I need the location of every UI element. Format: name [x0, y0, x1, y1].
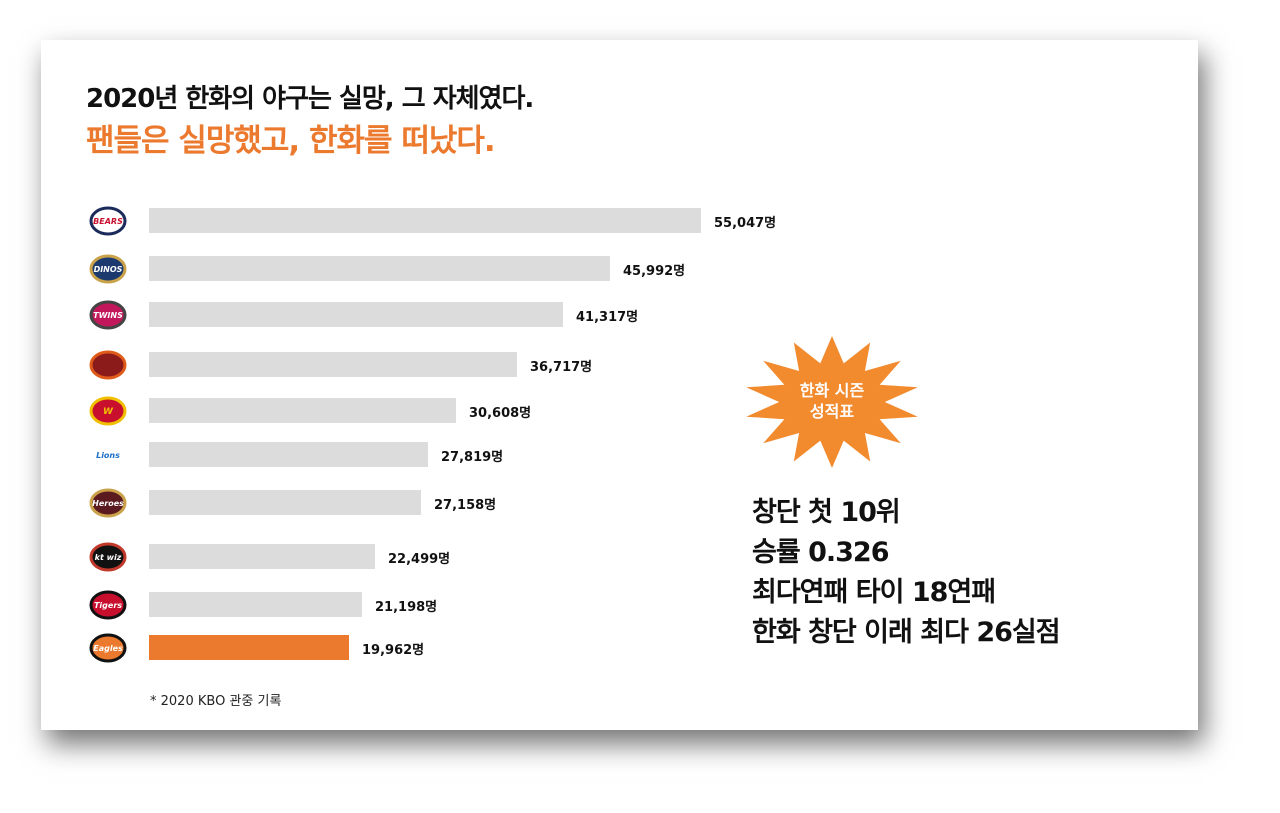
- bar-value-label: 27,158명: [434, 498, 497, 513]
- bar-highlight: [149, 635, 349, 660]
- bar: [149, 490, 421, 515]
- season-report-badge: 한화 시즌 성적표: [742, 380, 922, 422]
- giants-logo: [89, 350, 127, 380]
- bar-value-label: 21,198명: [375, 600, 438, 615]
- bar: [149, 256, 610, 281]
- page-title: 2020년 한화의 야구는 실망, 그 자체였다.: [86, 84, 534, 114]
- svg-text:DINOS: DINOS: [94, 265, 123, 274]
- bears-logo: BEARS: [89, 206, 127, 236]
- bar-value-label: 19,962명: [362, 643, 425, 658]
- svg-text:Heroes: Heroes: [92, 499, 124, 508]
- bar: [149, 208, 701, 233]
- bar-value-label: 55,047명: [714, 216, 777, 231]
- ktwiz-logo: kt wiz: [89, 542, 127, 572]
- svg-text:Tigers: Tigers: [94, 601, 122, 610]
- lions-logo: Lions: [89, 440, 127, 470]
- eagles-logo: Eagles: [89, 633, 127, 663]
- svg-text:W: W: [103, 407, 114, 417]
- tigers-logo: Tigers: [89, 590, 127, 620]
- bar: [149, 352, 517, 377]
- stat-line: 승률 0.326: [752, 537, 889, 568]
- bar: [149, 592, 362, 617]
- starburst-badge-icon: [746, 336, 918, 468]
- bar-value-label: 22,499명: [388, 552, 451, 567]
- heroes-logo: Heroes: [89, 488, 127, 518]
- wyverns-logo: W: [89, 396, 127, 426]
- bar-value-label: 27,819명: [441, 450, 504, 465]
- svg-text:TWINS: TWINS: [93, 311, 123, 320]
- chart-footnote: * 2020 KBO 관중 기록: [150, 694, 282, 709]
- svg-text:BEARS: BEARS: [93, 217, 123, 226]
- badge-line-2: 성적표: [809, 402, 855, 421]
- bar-value-label: 45,992명: [623, 264, 686, 279]
- svg-text:Eagles: Eagles: [93, 644, 123, 653]
- bar-value-label: 36,717명: [530, 360, 593, 375]
- stat-line: 창단 첫 10위: [752, 497, 901, 528]
- twins-logo: TWINS: [89, 300, 127, 330]
- stat-line: 한화 창단 이래 최다 26실점: [752, 617, 1061, 648]
- svg-text:kt wiz: kt wiz: [95, 553, 122, 562]
- season-stats: 창단 첫 10위 승률 0.326 최다연패 타이 18연패 한화 창단 이래 …: [752, 493, 1061, 653]
- bar: [149, 302, 563, 327]
- dinos-logo: DINOS: [89, 254, 127, 284]
- badge-line-1: 한화 시즌: [799, 381, 865, 400]
- bar-value-label: 30,608명: [469, 406, 532, 421]
- bar: [149, 544, 375, 569]
- bar: [149, 442, 428, 467]
- stat-line: 최다연패 타이 18연패: [752, 577, 996, 608]
- bar: [149, 398, 456, 423]
- svg-text:Lions: Lions: [96, 451, 120, 460]
- bar-value-label: 41,317명: [576, 310, 639, 325]
- page-subtitle: 팬들은 실망했고, 한화를 떠났다.: [86, 123, 496, 159]
